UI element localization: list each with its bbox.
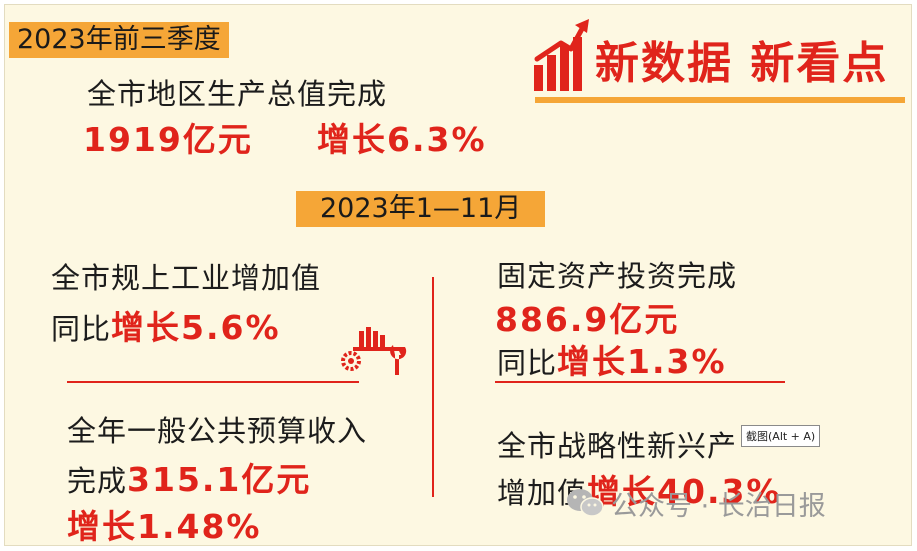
brand-underline [535, 97, 905, 103]
investment-prefix: 同比 [497, 346, 558, 380]
budget-label: 全年一般公共预算收入 [67, 414, 368, 448]
center-divider [432, 277, 434, 497]
strategic-growth: 增长40.3% [587, 472, 782, 511]
left-divider [67, 381, 359, 383]
industry-growth-line: 同比增长5.6% [51, 301, 281, 349]
investment-growth: 增长1.3% [557, 342, 727, 381]
right-divider [495, 381, 785, 383]
investment-label: 固定资产投资完成 [497, 259, 738, 293]
gdp-growth: 增长6.3% [317, 120, 487, 159]
investment-value: 886.9亿元 [495, 300, 680, 339]
period-tag-q3: 2023年前三季度 [9, 22, 229, 58]
factory-gear-wrench-icon [341, 327, 407, 375]
watermark-text: 公众号 · 长治日报 [611, 490, 826, 522]
gdp-label: 全市地区生产总值完成 [87, 77, 388, 111]
watermark: 公众号 · 长治日报 [565, 475, 826, 531]
brand-title: 新数据 新看点 [595, 38, 889, 89]
strategic-label: 全市战略性新兴产 [497, 429, 738, 463]
gdp-value: 1919亿元 [83, 120, 253, 159]
period-tag-jan-nov: 2023年1—11月 [296, 191, 546, 227]
industry-growth: 增长5.6% [111, 308, 281, 347]
budget-growth: 增长1.48% [67, 507, 262, 546]
budget-value: 315.1亿元 [127, 460, 312, 499]
wechat-icon [567, 489, 604, 517]
rising-bar-chart-arrow-icon [534, 19, 589, 91]
infographic-card: 2023年前三季度 全市地区生产总值完成 1919亿元 增长6.3% 新数据 新… [4, 4, 912, 546]
industry-label: 全市规上工业增加值 [51, 261, 322, 295]
screenshot-tooltip: 截图(Alt + A) [741, 425, 821, 447]
budget-value-line: 完成315.1亿元 [67, 453, 311, 501]
investment-growth-line: 同比增长1.3% [497, 335, 727, 383]
budget-prefix: 完成 [67, 464, 128, 498]
industry-prefix: 同比 [51, 312, 112, 346]
